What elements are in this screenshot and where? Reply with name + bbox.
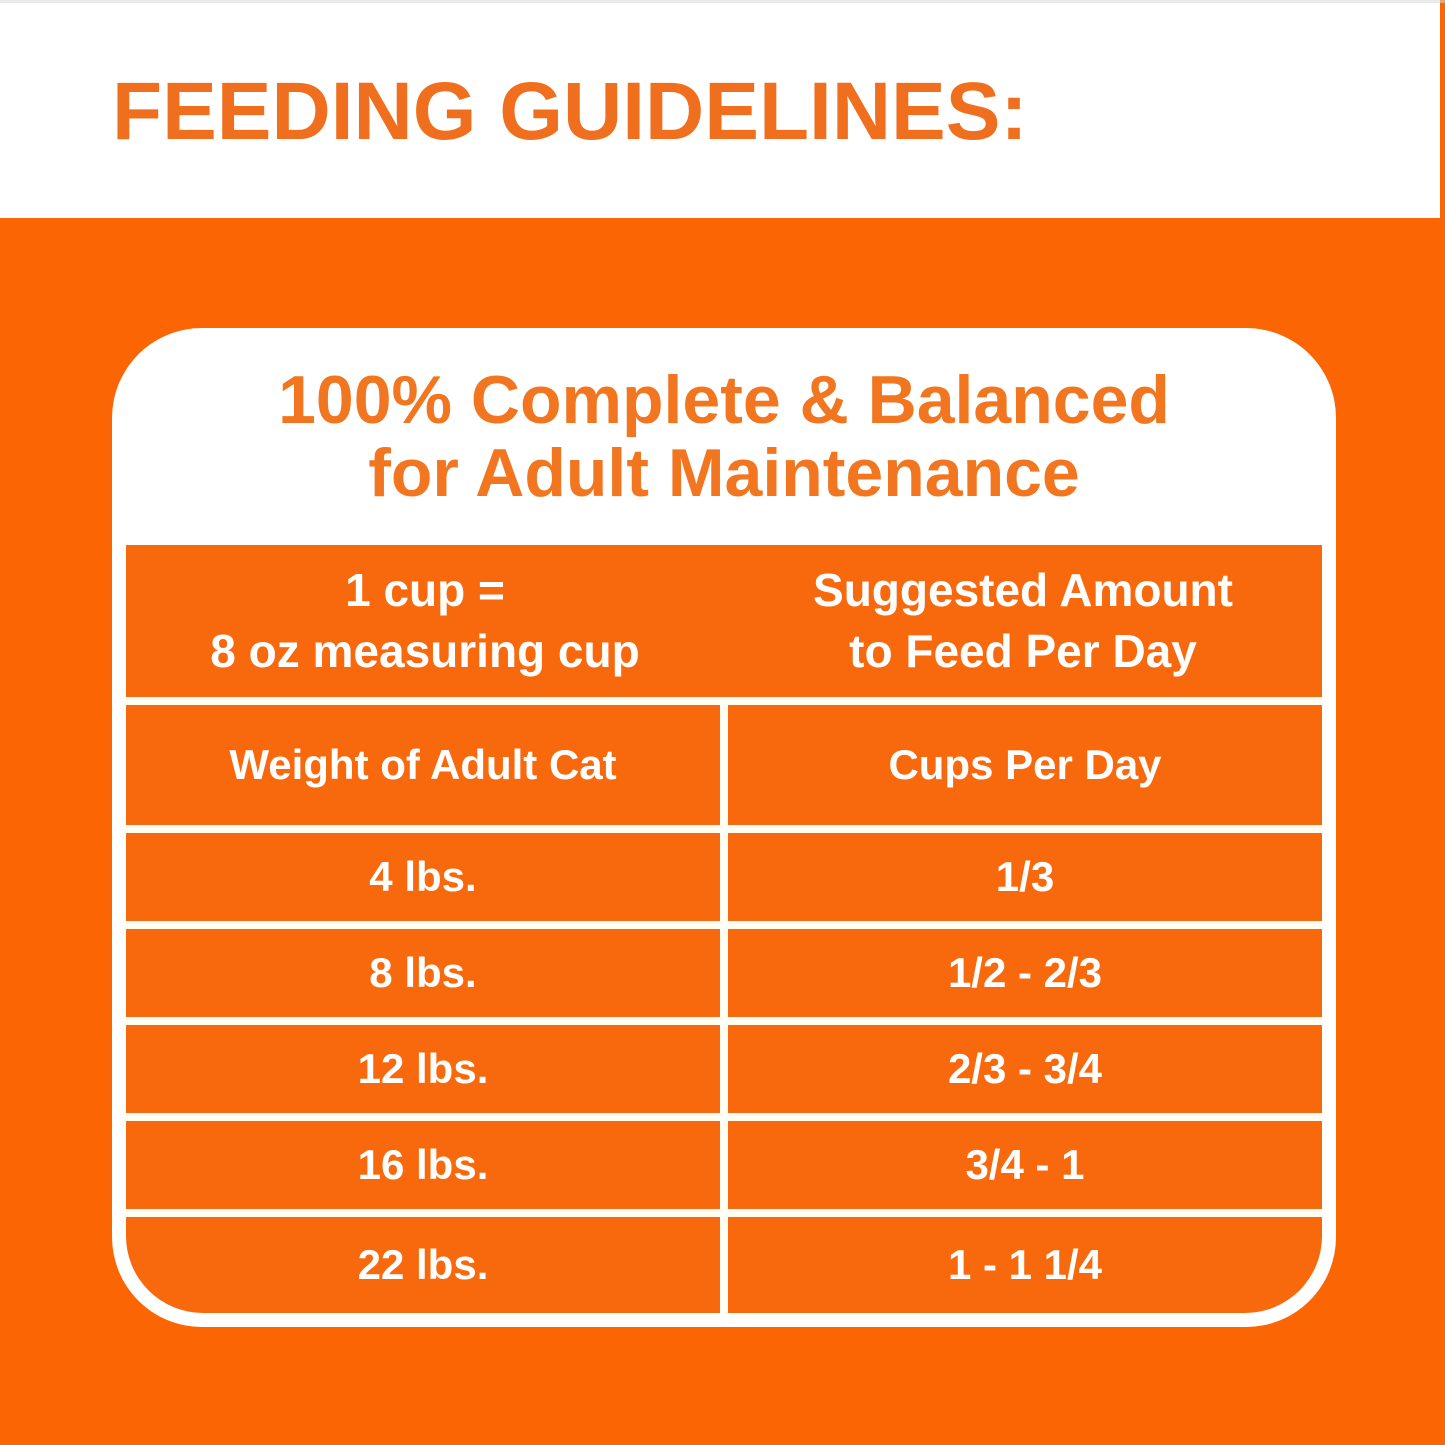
scan-edge-artifact bbox=[0, 0, 1445, 3]
weight-cell: 4 lbs. bbox=[126, 833, 720, 921]
page-title: FEEDING GUIDELINES: bbox=[112, 66, 1028, 157]
weight-cell: 8 lbs. bbox=[126, 929, 720, 1017]
measuring-cup-note-line1: 1 cup = bbox=[345, 564, 505, 617]
measuring-header-row: 1 cup = 8 oz measuring cup Suggested Amo… bbox=[126, 545, 1322, 697]
feeding-guidelines-card: 100% Complete & Balanced for Adult Maint… bbox=[112, 328, 1336, 1327]
cups-cell: 1/3 bbox=[728, 833, 1322, 921]
header-band: FEEDING GUIDELINES: bbox=[0, 0, 1445, 218]
cups-cell: 2/3 - 3/4 bbox=[728, 1025, 1322, 1113]
suggested-amount-note-line1: Suggested Amount bbox=[813, 564, 1233, 617]
suggested-amount-note: Suggested Amount to Feed Per Day bbox=[724, 545, 1322, 697]
table-row: 4 lbs. 1/3 bbox=[126, 833, 1322, 921]
weight-cell: 16 lbs. bbox=[126, 1121, 720, 1209]
table-row: 12 lbs. 2/3 - 3/4 bbox=[126, 1025, 1322, 1113]
feeding-table: 1 cup = 8 oz measuring cup Suggested Amo… bbox=[126, 545, 1322, 1313]
right-edge-bleed bbox=[1440, 0, 1445, 218]
column-header-weight: Weight of Adult Cat bbox=[126, 705, 720, 825]
weight-cell: 22 lbs. bbox=[126, 1217, 720, 1313]
cups-cell: 1 - 1 1/4 bbox=[728, 1217, 1322, 1313]
card-title-line2: for Adult Maintenance bbox=[368, 434, 1080, 511]
column-header-cups: Cups Per Day bbox=[728, 705, 1322, 825]
card-title-line1: 100% Complete & Balanced bbox=[278, 362, 1170, 439]
suggested-amount-note-line2: to Feed Per Day bbox=[849, 625, 1197, 677]
cups-cell: 1/2 - 2/3 bbox=[728, 929, 1322, 1017]
column-header-row: Weight of Adult Cat Cups Per Day bbox=[126, 705, 1322, 825]
table-row: 8 lbs. 1/2 - 2/3 bbox=[126, 929, 1322, 1017]
measuring-cup-note-line2: 8 oz measuring cup bbox=[210, 625, 640, 677]
table-row: 22 lbs. 1 - 1 1/4 bbox=[126, 1217, 1322, 1313]
card-title: 100% Complete & Balanced for Adult Maint… bbox=[126, 328, 1322, 545]
table-row: 16 lbs. 3/4 - 1 bbox=[126, 1121, 1322, 1209]
cups-cell: 3/4 - 1 bbox=[728, 1121, 1322, 1209]
weight-cell: 12 lbs. bbox=[126, 1025, 720, 1113]
measuring-cup-note: 1 cup = 8 oz measuring cup bbox=[126, 545, 724, 697]
